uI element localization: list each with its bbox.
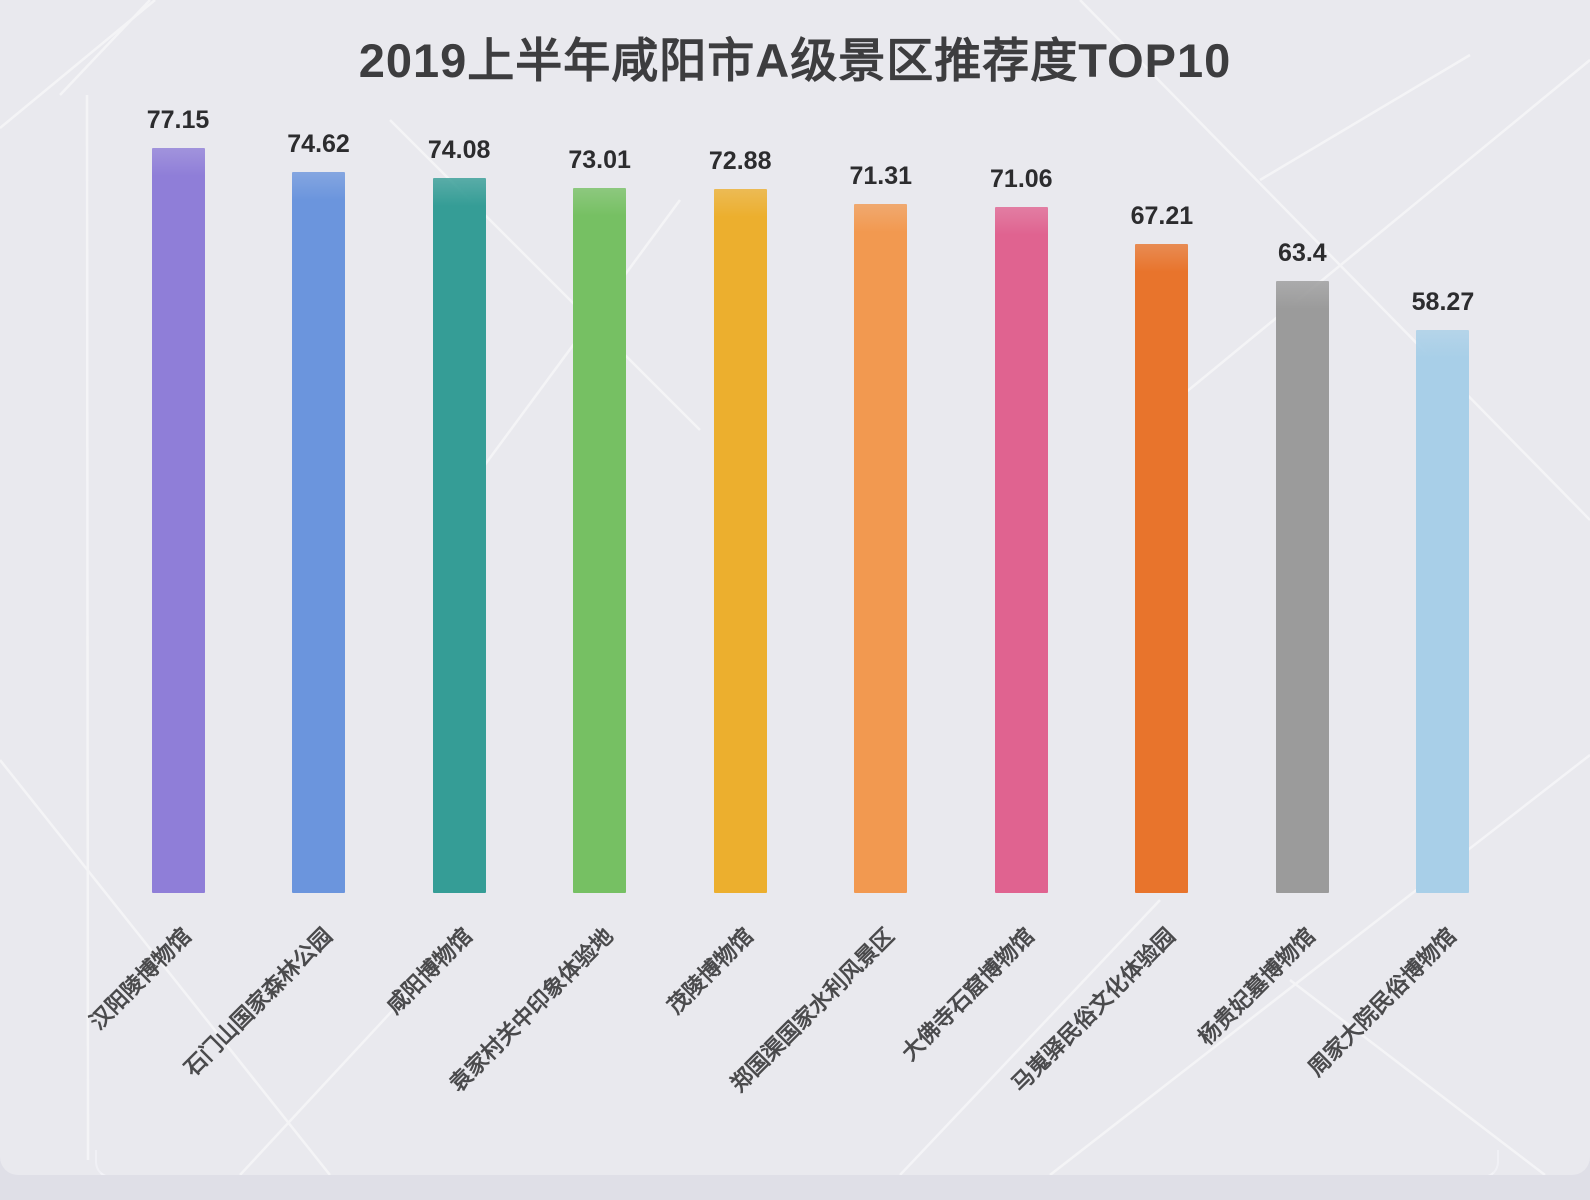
bar bbox=[713, 189, 767, 893]
bar bbox=[573, 188, 627, 893]
bar bbox=[292, 172, 346, 893]
bar-value-label: 71.06 bbox=[990, 165, 1053, 193]
category-label: 袁家村关中印象体验地 bbox=[444, 923, 618, 1097]
category-label: 马嵬驿民俗文化体验园 bbox=[1006, 923, 1180, 1097]
category-label: 大佛寺石窟博物馆 bbox=[897, 923, 1040, 1066]
bar-value-label: 63.4 bbox=[1278, 239, 1327, 267]
chart-card: 2019上半年咸阳市A级景区推荐度TOP10 77.15 汉阳陵博物馆 74.62 石… bbox=[0, 0, 1590, 1175]
category-label: 茂陵博物馆 bbox=[662, 923, 759, 1019]
bar bbox=[1275, 281, 1329, 893]
card-bottom-edge bbox=[95, 1150, 1499, 1175]
bar-value-label: 77.15 bbox=[146, 106, 210, 134]
bar-value-label: 74.62 bbox=[287, 130, 350, 158]
bar bbox=[432, 178, 486, 893]
category-label: 咸阳博物馆 bbox=[381, 923, 477, 1019]
bar-value-label: 72.88 bbox=[708, 147, 772, 175]
bar-plot: 77.15 汉阳陵博物馆 74.62 石门山国家森林公园 74.08 咸阳博物馆 73.01… bbox=[84, 106, 1475, 1097]
bar-value-label: 67.21 bbox=[1130, 202, 1194, 230]
bar bbox=[1416, 330, 1470, 893]
bar-value-label: 58.27 bbox=[1411, 288, 1475, 316]
bar-value-label: 74.08 bbox=[427, 136, 491, 164]
bar-value-label: 73.01 bbox=[568, 146, 631, 174]
bar-value-label: 71.31 bbox=[849, 162, 913, 190]
category-label: 杨贵妃墓博物馆 bbox=[1193, 923, 1321, 1050]
category-label: 周家大院民俗博物馆 bbox=[1303, 923, 1461, 1081]
chart-title: 2019上半年咸阳市A级景区推荐度TOP10 bbox=[358, 34, 1232, 87]
category-label: 郑国渠国家水利风景区 bbox=[725, 923, 899, 1097]
bar bbox=[151, 148, 205, 893]
category-label: 汉阳陵博物馆 bbox=[84, 923, 196, 1035]
bar bbox=[854, 204, 908, 893]
category-label: 石门山国家森林公园 bbox=[178, 923, 337, 1081]
bar bbox=[1135, 244, 1189, 893]
bar bbox=[994, 207, 1048, 893]
